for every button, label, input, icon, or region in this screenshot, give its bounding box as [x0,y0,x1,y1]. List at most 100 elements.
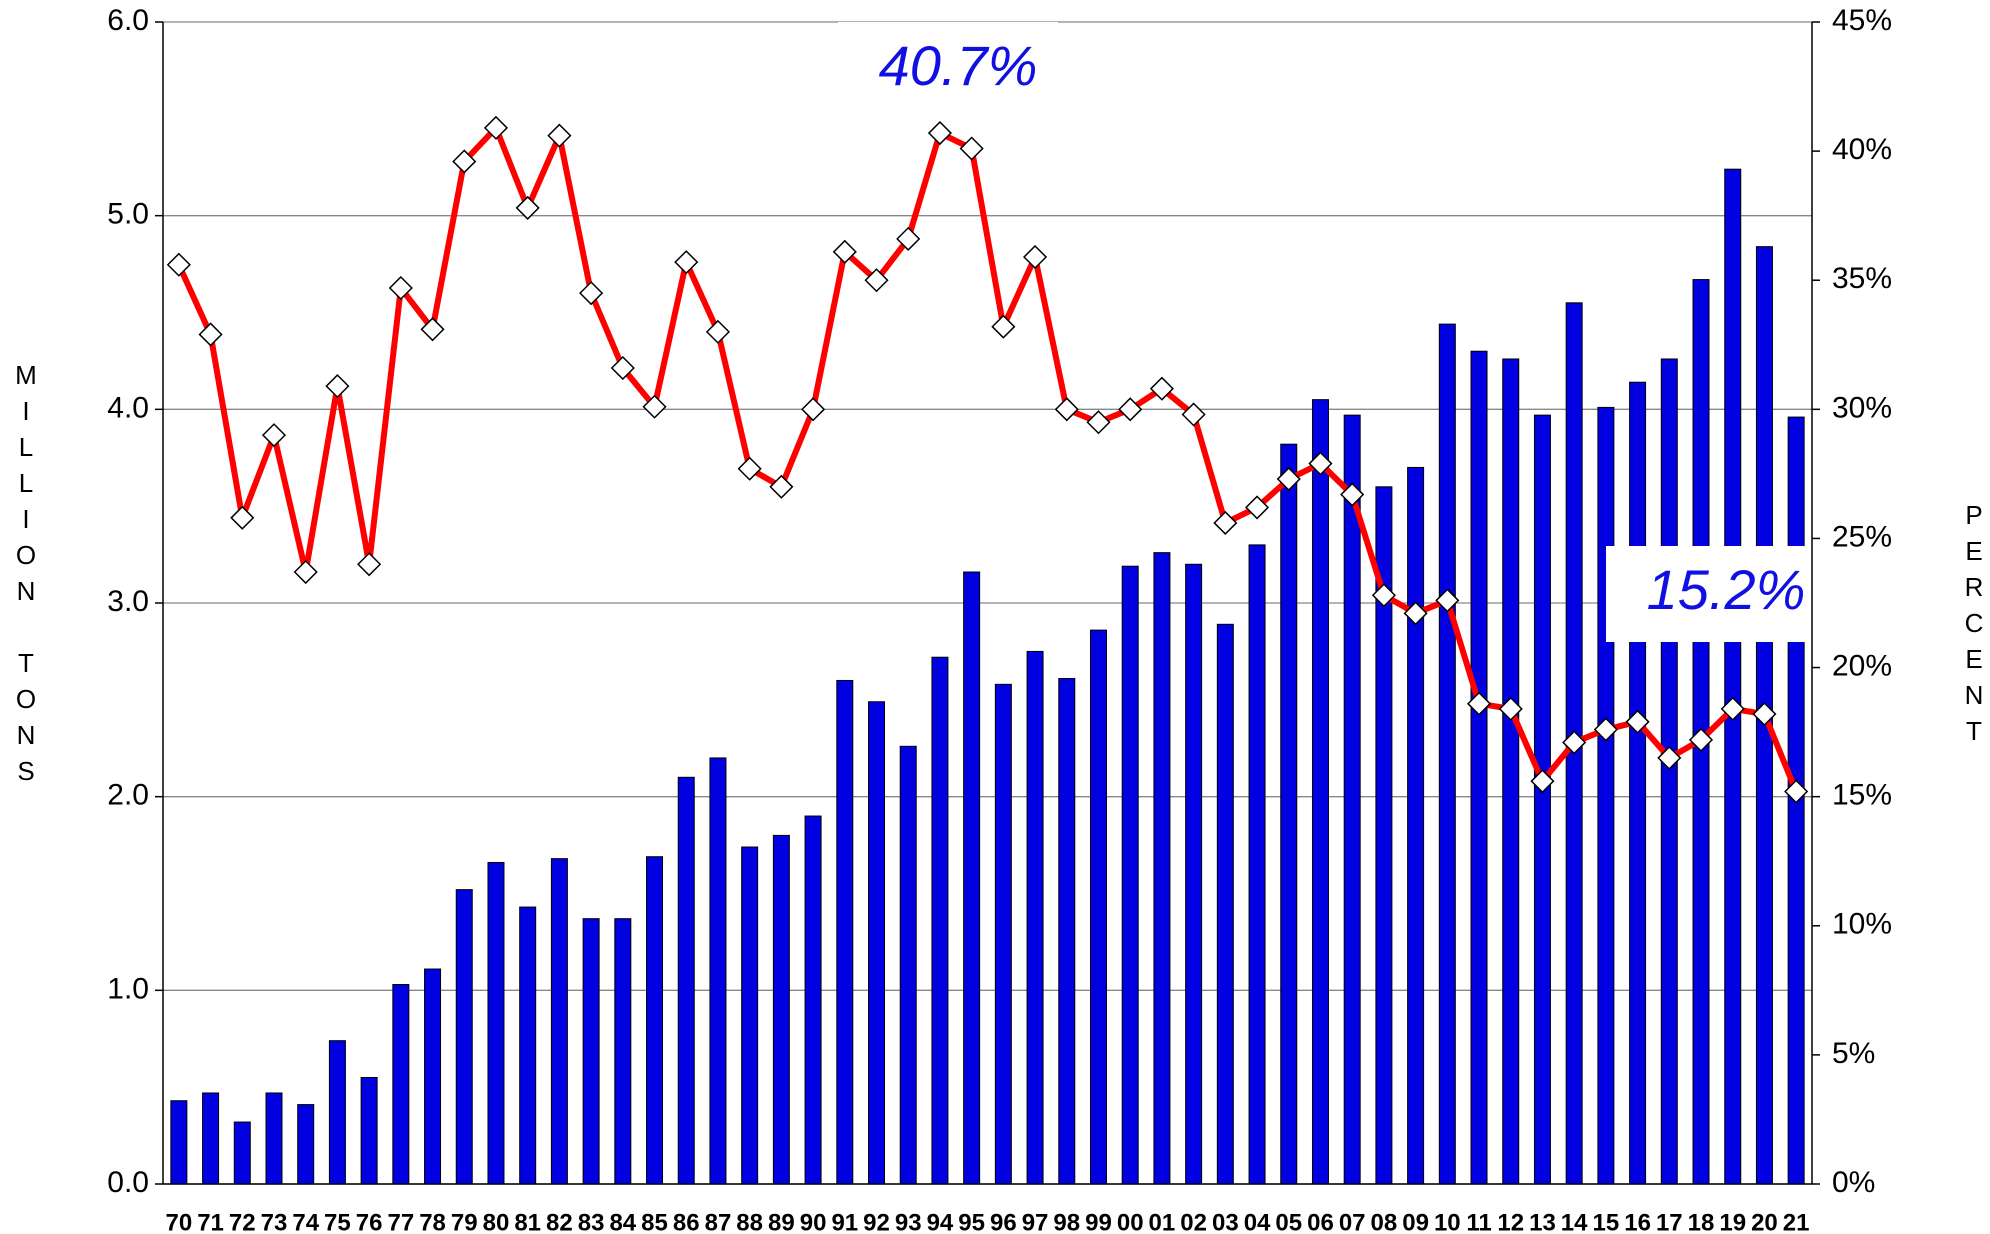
x-tick-label: 04 [1244,1209,1271,1234]
x-tick-label: 83 [578,1209,605,1234]
bar [297,1104,315,1185]
x-tick-label: 14 [1561,1209,1588,1234]
bar [1629,381,1647,1185]
bar [424,968,442,1185]
bar [994,683,1012,1185]
marker [1530,769,1555,794]
marker [1435,588,1460,613]
marker [991,314,1016,339]
marker [1784,779,1809,804]
x-tick-label: 81 [514,1209,541,1234]
marker [230,505,255,530]
x-tick-label: 17 [1656,1209,1683,1234]
marker [1023,244,1048,270]
y-axis-label: MILLION TONS [11,360,41,792]
bar [1248,544,1266,1185]
marker [1244,495,1270,520]
bar [836,679,854,1185]
marker [1213,510,1238,536]
x-tick-label: 95 [958,1209,985,1234]
marker [483,115,509,140]
bar [899,745,917,1185]
x-tick-label: 06 [1307,1209,1334,1234]
x-tick-label: 93 [895,1209,922,1234]
x-tick-label: 09 [1402,1209,1429,1234]
x-tick-label: 75 [324,1209,351,1234]
marker [642,394,667,419]
x-tick-label: 90 [800,1209,827,1234]
line [176,124,1799,793]
x-tick-label: 88 [736,1209,763,1234]
marker [166,252,191,277]
x-tick-label: 76 [356,1209,383,1234]
x-tick-label: 16 [1624,1209,1651,1234]
bar [1311,399,1329,1185]
marker [357,552,382,577]
x-tick-label: 86 [673,1209,700,1234]
bar [677,776,695,1185]
marker [1308,451,1333,476]
bar [550,858,568,1185]
bar [328,1040,346,1185]
marker [1149,376,1174,401]
x-tick-label: 21 [1783,1209,1810,1234]
annotation: 40.7% [879,34,1038,97]
bar [614,918,632,1185]
x-tick-label: 96 [990,1209,1017,1234]
marker [1086,410,1111,435]
y2-tick-label: 5% [1832,1037,1875,1070]
marker [452,149,477,174]
marker [388,275,413,301]
bar [1280,443,1298,1185]
x-tick-label: 89 [768,1209,795,1234]
bar [202,1092,220,1185]
marker [1181,402,1206,427]
bar [709,757,727,1185]
x-tick-label: 13 [1529,1209,1556,1234]
bar [1153,552,1171,1185]
marker [1625,709,1650,734]
x-tick-label: 10 [1434,1209,1461,1234]
x-tick-label: 74 [292,1209,319,1234]
marker [674,250,699,275]
x-tick-label: 18 [1688,1209,1715,1234]
y2-tick-label: 45% [1832,4,1892,37]
marker [1403,601,1428,626]
marker [1466,691,1492,716]
line-layer [166,115,1809,804]
marker [737,456,762,481]
marker [1657,745,1682,770]
x-tick-label: 00 [1117,1209,1144,1234]
bar [772,834,790,1185]
marker [832,239,857,264]
grid [163,21,1812,1185]
x-tick-label: 20 [1751,1209,1778,1234]
bar [1724,168,1742,1185]
marker [547,123,572,148]
bar [1597,406,1615,1185]
y2-tick-label: 40% [1832,133,1892,166]
marker [1276,466,1301,492]
x-tick-label: 91 [831,1209,858,1234]
x-tick-label: 08 [1371,1209,1398,1234]
x-tick-label: 79 [451,1209,478,1234]
bar [1121,565,1139,1185]
x-tick-label: 03 [1212,1209,1239,1234]
x-tick-label: 84 [609,1209,636,1234]
y2-tick-label: 25% [1832,520,1892,553]
x-tick-label: 92 [863,1209,890,1234]
marker [801,397,826,422]
bar [487,862,505,1185]
marker [1371,583,1396,608]
bar [804,815,822,1185]
marker [864,268,889,293]
x-tick-label: 70 [166,1209,193,1234]
bar [1470,350,1488,1185]
x-tick-label: 71 [197,1209,224,1234]
bar [1343,414,1361,1185]
bar [646,856,664,1185]
x-tick-label: 98 [1053,1209,1080,1234]
bar [1407,466,1425,1185]
bar [1185,563,1203,1185]
marker [896,226,921,251]
